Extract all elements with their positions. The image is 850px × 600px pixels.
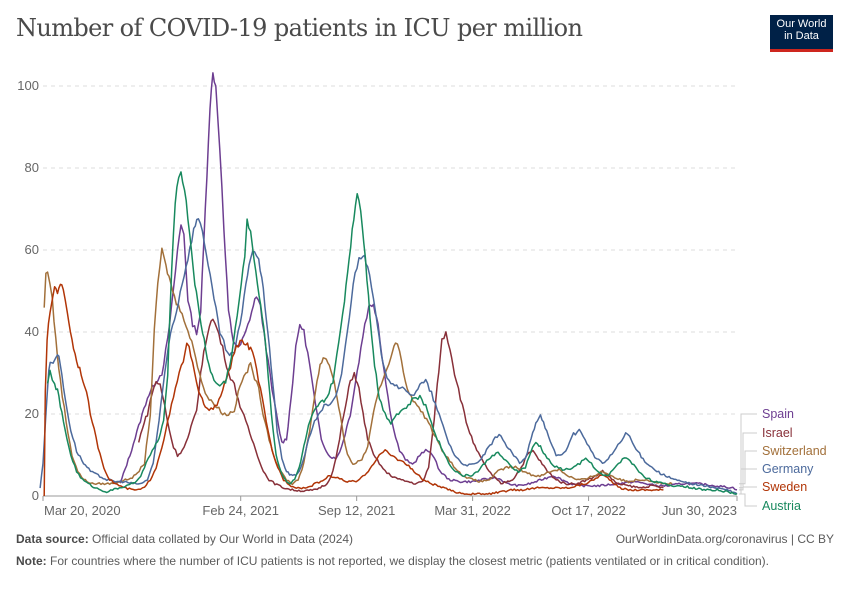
legend-connector [739, 450, 757, 485]
y-tick-label: 20 [25, 406, 39, 421]
source-url-link[interactable]: OurWorldinData.org/coronavirus | CC BY [615, 532, 834, 546]
legend-label-israel: Israel [762, 426, 793, 440]
series-line-switzerland [43, 247, 673, 486]
series-line-sweden [43, 283, 664, 497]
line-chart: 0 20 40 60 80 100 Mar 20, 2020 Feb 24, 2021 Sep … [17, 72, 827, 518]
x-tick-label: Oct 17, 2022 [551, 503, 625, 518]
series-line-austria [46, 171, 738, 495]
data-source-label: Data source: [16, 532, 89, 546]
legend-connector [739, 486, 757, 491]
chart-note: Note: For countries where the number of … [16, 554, 796, 569]
y-tick-label: 100 [17, 78, 39, 93]
data-source: Data source: Official data collated by O… [16, 532, 353, 546]
owid-logo[interactable]: Our World in Data [770, 15, 833, 49]
x-tick-label: Sep 12, 2021 [318, 503, 395, 518]
logo-accent-bar [770, 49, 833, 52]
x-tick-label: Jun 30, 2023 [662, 503, 737, 518]
series-line-germany [39, 218, 738, 495]
legend-connector [739, 493, 757, 507]
legend-label-spain: Spain [762, 407, 794, 421]
x-tick-label: Feb 24, 2021 [202, 503, 279, 518]
legend-connector [739, 413, 757, 491]
legend-connector [739, 432, 757, 489]
y-tick-label: 80 [25, 160, 39, 175]
series-line-spain [119, 72, 738, 491]
y-tick-label: 0 [32, 488, 39, 503]
legend-label-switzerland: Switzerland [762, 444, 827, 458]
legend-label-germany: Germany [762, 462, 814, 476]
y-tick-label: 60 [25, 242, 39, 257]
legend-label-sweden: Sweden [762, 480, 807, 494]
legend-label-austria: Austria [762, 499, 801, 513]
series-line-israel [137, 318, 664, 493]
x-tick-label: Mar 20, 2020 [44, 503, 121, 518]
note-text: For countries where the number of ICU pa… [46, 554, 770, 568]
logo-line-2: in Data [784, 30, 819, 42]
note-label: Note: [16, 554, 47, 568]
y-tick-label: 40 [25, 324, 39, 339]
logo-line-1: Our World [776, 18, 827, 30]
x-tick-label: Mar 31, 2022 [434, 503, 511, 518]
chart-title: Number of COVID-19 patients in ICU per m… [16, 14, 583, 42]
data-source-text: Official data collated by Our World in D… [88, 532, 354, 546]
